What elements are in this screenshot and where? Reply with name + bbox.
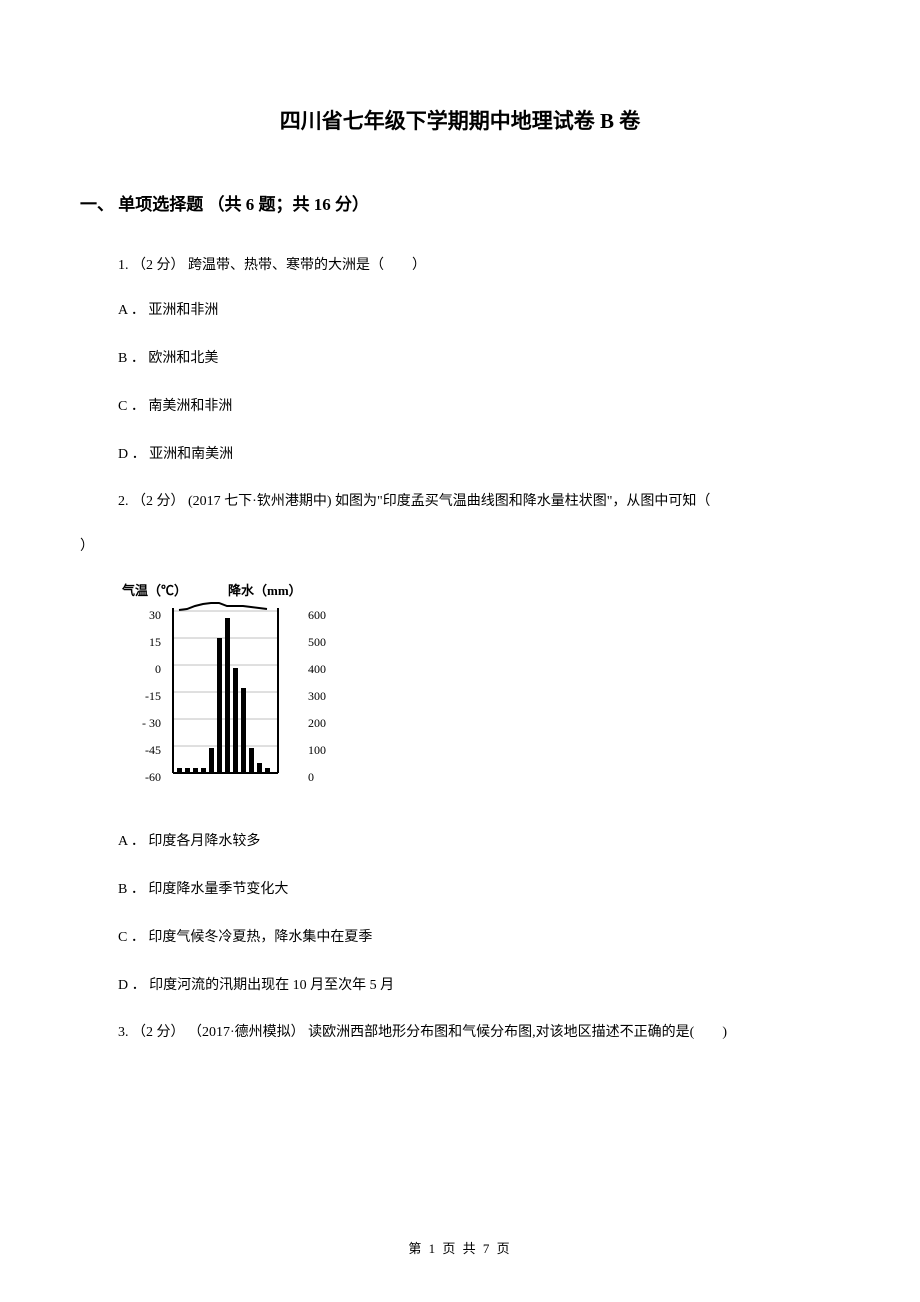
question-source: （2017·德州模拟） [188,1025,305,1040]
question-stem: 跨温带、热带、寒带的大洲是（ ） [188,258,426,273]
option-text: 印度河流的汛期出现在 10 月至次年 5 月 [149,978,394,993]
footer-current-page: 1 [429,1241,438,1256]
option-2b: B ． 印度降水量季节变化大 [80,878,840,898]
footer-suffix: 页 [491,1241,511,1256]
chart-bars [177,618,270,773]
tick-label: -45 [136,737,161,764]
chart-right-title: 降水（mm） [228,580,302,599]
option-2c: C ． 印度气候冬冷夏热，降水集中在夏季 [80,926,840,946]
question-1: 1. （2 分） 跨温带、热带、寒带的大洲是（ ） [80,255,840,277]
option-text: 亚洲和南美洲 [149,447,233,462]
option-label: D ． [118,447,146,462]
question-3: 3. （2 分） （2017·德州模拟） 读欧洲西部地形分布图和气候分布图,对该… [80,1022,840,1044]
option-label: A ． [118,834,145,849]
question-points: （2 分） [132,494,185,509]
question-stem-part1: 如图为"印度孟买气温曲线图和降水量柱状图"，从图中可知（ [335,494,710,509]
question-number: 2. [118,494,129,509]
option-1a: A ． 亚洲和非洲 [80,299,840,319]
question-number: 3. [118,1025,129,1040]
option-2d: D ． 印度河流的汛期出现在 10 月至次年 5 月 [80,974,840,994]
chart-left-title: 气温（℃） [122,580,187,599]
option-2a: A ． 印度各月降水较多 [80,830,840,850]
tick-label: 200 [308,710,338,737]
question-source: (2017 七下·钦州港期中) [188,494,332,509]
question-2: 2. （2 分） (2017 七下·钦州港期中) 如图为"印度孟买气温曲线图和降… [80,491,840,513]
option-label: C ． [118,930,145,945]
option-text: 亚洲和非洲 [148,303,218,318]
option-text: 南美洲和非洲 [148,399,232,414]
tick-label: - 30 [136,710,161,737]
option-label: A ． [118,303,145,318]
tick-label: 0 [136,656,161,683]
option-label: D ． [118,978,146,993]
chart-left-axis: 30 15 0 -15 - 30 -45 -60 [136,602,161,791]
document-title: 四川省七年级下学期期中地理试卷 B 卷 [80,105,840,135]
option-1d: D ． 亚洲和南美洲 [80,443,840,463]
option-label: B ． [118,351,145,366]
tick-label: 500 [308,629,338,656]
option-1b: B ． 欧洲和北美 [80,347,840,367]
section-header: 一、 单项选择题 （共 6 题；共 16 分） [80,190,840,215]
option-text: 印度降水量季节变化大 [148,882,288,897]
section-info: （共 6 题；共 16 分） [208,195,370,214]
section-number: 一、 [80,195,114,214]
option-label: B ． [118,882,145,897]
tick-label: -60 [136,764,161,791]
option-label: C ． [118,399,145,414]
question-stem: 读欧洲西部地形分布图和气候分布图,对该地区描述不正确的是( ) [308,1025,727,1040]
tick-label: 100 [308,737,338,764]
footer-prefix: 第 [408,1241,428,1256]
tick-label: 30 [136,602,161,629]
option-text: 印度气候冬冷夏热，降水集中在夏季 [148,930,372,945]
option-text: 印度各月降水较多 [148,834,260,849]
tick-label: 400 [308,656,338,683]
chart-svg [163,598,293,793]
chart-temp-line [179,603,267,610]
tick-label: -15 [136,683,161,710]
tick-label: 300 [308,683,338,710]
tick-label: 600 [308,602,338,629]
page-footer: 第 1 页 共 7 页 [0,1238,920,1257]
question-number: 1. [118,258,129,273]
question-points: （2 分） [132,1025,185,1040]
question-stem-part2: ） [80,539,94,554]
section-name: 单项选择题 [118,195,203,214]
footer-middle: 页 共 [437,1241,483,1256]
chart-right-axis: 600 500 400 300 200 100 0 [308,602,338,791]
tick-label: 15 [136,629,161,656]
option-1c: C ． 南美洲和非洲 [80,395,840,415]
option-text: 欧洲和北美 [148,351,218,366]
tick-label: 0 [308,764,338,791]
question-points: （2 分） [132,258,185,273]
climate-chart: 气温（℃） 降水（mm） 30 15 0 -15 - 30 -45 -60 60… [118,580,348,800]
question-2-cont: ） [80,536,840,558]
